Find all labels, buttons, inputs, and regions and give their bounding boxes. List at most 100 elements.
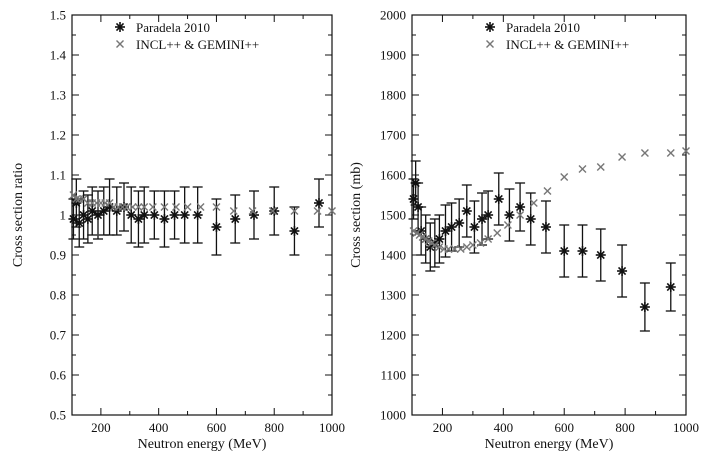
- y-tick-label: 1.4: [50, 48, 67, 63]
- data-point: [98, 206, 109, 216]
- data-point: [416, 226, 427, 236]
- y-tick-label: 0.8: [50, 288, 66, 303]
- y-tick-label: 1.5: [50, 8, 66, 23]
- data-point: [248, 207, 257, 215]
- y-tick-label: 1.1: [50, 168, 66, 183]
- data-point: [484, 235, 493, 243]
- data-point: [268, 207, 277, 215]
- y-tick-label: 1.3: [50, 88, 66, 103]
- data-point: [504, 210, 515, 220]
- data-point: [639, 302, 650, 312]
- data-point: [595, 250, 606, 260]
- x-tick-label: 1000: [319, 420, 345, 435]
- data-point: [440, 226, 451, 236]
- data-point: [469, 222, 480, 232]
- x-tick-label: 800: [264, 420, 284, 435]
- data-point: [444, 245, 453, 253]
- data-point: [577, 246, 588, 256]
- y-tick-label: 0.7: [50, 328, 67, 343]
- data-point: [313, 207, 322, 215]
- data-point: [122, 203, 131, 211]
- data-point: [133, 214, 144, 224]
- legend: Paradela 2010 INCL++ & GEMINI++: [115, 20, 259, 52]
- series-paradela-2010: [408, 160, 676, 332]
- data-point: [682, 147, 690, 155]
- legend-marker: [485, 22, 495, 32]
- data-point: [93, 210, 103, 220]
- legend-marker: [115, 22, 125, 32]
- data-point: [617, 266, 628, 276]
- legend-label: INCL++ & GEMINI++: [506, 37, 629, 52]
- x-tick-label: 600: [554, 420, 574, 435]
- data-point: [493, 194, 504, 204]
- data-point: [196, 203, 205, 211]
- data-point: [169, 210, 180, 220]
- y-tick-label: 1200: [380, 328, 406, 343]
- data-point: [468, 241, 477, 249]
- y-tick-label: 0.6: [50, 368, 67, 383]
- data-point: [516, 211, 525, 219]
- data-point: [126, 210, 137, 220]
- x-axis-label: Neutron energy (MeV): [138, 437, 267, 452]
- data-point: [618, 153, 627, 161]
- data-point: [476, 239, 485, 247]
- legend-marker: [486, 40, 494, 48]
- data-point: [430, 241, 439, 249]
- data-point: [540, 222, 551, 232]
- data-point: [462, 243, 471, 251]
- data-point: [446, 222, 457, 232]
- x-tick-label: 800: [615, 420, 635, 435]
- data-point: [289, 226, 300, 236]
- data-point: [578, 165, 587, 173]
- data-point: [148, 203, 157, 211]
- data-point: [134, 203, 143, 211]
- x-tick-label: 400: [494, 420, 514, 435]
- data-point: [328, 207, 336, 215]
- data-point: [434, 234, 445, 244]
- x-tick-label: 400: [149, 420, 169, 435]
- y-axis-label: Cross section ratio: [11, 163, 26, 267]
- y-axis-label: Cross section (mb): [349, 162, 364, 268]
- y-tick-label: 1: [60, 208, 67, 223]
- data-point: [212, 203, 221, 211]
- data-point: [483, 210, 494, 220]
- data-point: [139, 210, 150, 220]
- data-point: [159, 214, 170, 224]
- data-point: [183, 203, 192, 211]
- y-tick-label: 1800: [380, 88, 406, 103]
- x-tick-label: 600: [207, 420, 227, 435]
- legend: Paradela 2010 INCL++ & GEMINI++: [485, 20, 629, 52]
- y-tick-label: 1700: [380, 128, 406, 143]
- data-point: [408, 194, 419, 204]
- x-tick-label: 200: [433, 420, 453, 435]
- chart-panel-2: 1000 1100 1200 1300 1400 1500 1600 1700 1800 1900…: [349, 8, 699, 453]
- series-incl-gemini: [409, 147, 690, 253]
- data-point: [87, 206, 98, 216]
- y-tick-label: 1100: [380, 368, 406, 383]
- data-point: [560, 173, 569, 181]
- data-point: [128, 203, 137, 211]
- series-incl-gemini: [69, 191, 336, 215]
- y-tick-label: 1000: [380, 408, 406, 423]
- data-point: [314, 198, 324, 208]
- data-point: [477, 214, 488, 224]
- data-point: [69, 191, 78, 199]
- y-tick-label: 0.5: [50, 408, 66, 423]
- x-axis-label: Neutron energy (MeV): [485, 437, 614, 452]
- data-point: [666, 149, 675, 157]
- y-tick-label: 1.2: [50, 128, 66, 143]
- legend-label: Paradela 2010: [506, 20, 580, 35]
- y-tick-label: 0.9: [50, 248, 66, 263]
- data-point: [525, 214, 536, 224]
- data-point: [179, 210, 190, 220]
- data-point: [160, 203, 169, 211]
- data-point: [559, 246, 570, 256]
- y-tick-label: 1400: [380, 248, 406, 263]
- data-point: [640, 149, 649, 157]
- x-tick-label: 200: [91, 420, 111, 435]
- data-point: [435, 243, 444, 251]
- plot-frame: [411, 14, 687, 416]
- data-point: [140, 203, 149, 211]
- data-point: [72, 195, 81, 203]
